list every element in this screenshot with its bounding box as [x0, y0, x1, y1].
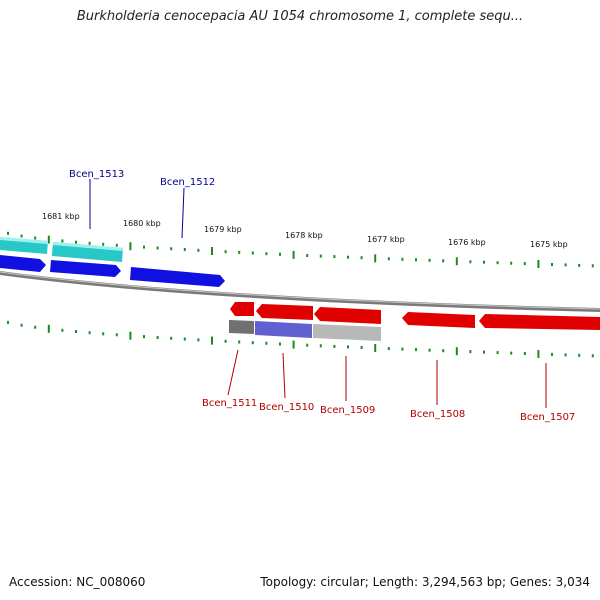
gene-arrow-bcen-1507[interactable]	[479, 314, 600, 330]
kbp-label: 1680 kbp	[123, 219, 161, 228]
reverse-alt-features	[229, 320, 381, 341]
kbp-tick-row-top	[7, 231, 594, 268]
label-leader	[181, 187, 185, 239]
feature-bar	[0, 237, 48, 244]
forward-alt-features	[0, 237, 123, 262]
gene-label-bcen-1512[interactable]: Bcen_1512	[160, 177, 215, 188]
gene-arrow-bcen-1509[interactable]	[314, 307, 381, 324]
feature-bar	[53, 242, 123, 251]
gene-arrow-bcen-1513[interactable]	[50, 260, 121, 277]
gene-arrow[interactable]	[0, 255, 46, 272]
kbp-label: 1678 kbp	[285, 231, 323, 240]
topology-summary: Topology: circular; Length: 3,294,563 bp…	[260, 575, 590, 589]
kbp-tick-row-bottom	[7, 320, 594, 358]
reverse-gene-labels: Bcen_1511 Bcen_1510 Bcen_1509 Bcen_1508 …	[202, 349, 575, 423]
feature-bar-bcen-1510[interactable]	[255, 321, 312, 338]
kbp-label: 1681 kbp	[42, 212, 80, 221]
kbp-label: 1676 kbp	[448, 238, 486, 247]
forward-genes	[0, 255, 225, 287]
kbp-label: 1679 kbp	[204, 225, 242, 234]
gene-arrow-bcen-1511[interactable]	[230, 302, 254, 316]
gene-label-bcen-1507[interactable]: Bcen_1507	[520, 412, 575, 423]
gene-label-bcen-1511[interactable]: Bcen_1511	[202, 398, 257, 409]
kbp-label: 1675 kbp	[530, 240, 568, 249]
chromosome-backbone-highlight	[0, 271, 600, 310]
feature-bar-bcen-1509[interactable]	[313, 324, 381, 341]
reverse-genes	[230, 302, 600, 330]
gene-label-bcen-1508[interactable]: Bcen_1508	[410, 409, 465, 420]
forward-gene-labels: Bcen_1513 Bcen_1512	[69, 169, 215, 239]
kbp-scale: 1681 kbp 1680 kbp 1679 kbp 1678 kbp 1677…	[42, 212, 568, 249]
accession-text: Accession: NC_008060	[9, 575, 146, 589]
gene-label-bcen-1510[interactable]: Bcen_1510	[259, 402, 314, 413]
kbp-label: 1677 kbp	[367, 235, 405, 244]
gene-label-bcen-1513[interactable]: Bcen_1513	[69, 169, 124, 180]
gene-arrow-bcen-1512[interactable]	[130, 267, 225, 287]
gene-arrow-bcen-1510[interactable]	[256, 304, 313, 320]
feature-bar[interactable]	[229, 320, 254, 334]
map-title: Burkholderia cenocepacia AU 1054 chromos…	[76, 9, 524, 24]
chromosome-backbone	[0, 271, 600, 312]
gene-label-bcen-1509[interactable]: Bcen_1509	[320, 405, 375, 416]
gene-arrow-bcen-1508[interactable]	[402, 312, 475, 328]
label-leader	[282, 352, 286, 399]
label-leader	[227, 349, 239, 396]
